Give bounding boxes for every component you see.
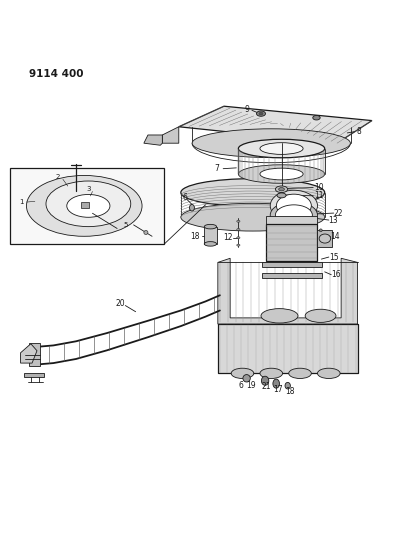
Text: 9114 400: 9114 400	[29, 69, 83, 79]
Ellipse shape	[260, 368, 283, 378]
Ellipse shape	[277, 193, 286, 198]
Text: 8: 8	[356, 127, 361, 136]
Ellipse shape	[275, 205, 312, 225]
Polygon shape	[179, 106, 372, 143]
Ellipse shape	[237, 229, 240, 231]
Ellipse shape	[181, 179, 325, 206]
Text: 4: 4	[95, 199, 99, 205]
Polygon shape	[144, 135, 162, 146]
Bar	[218, 324, 358, 373]
Ellipse shape	[26, 175, 142, 236]
Ellipse shape	[238, 165, 325, 183]
Ellipse shape	[319, 229, 322, 232]
Bar	[29, 343, 40, 366]
Text: 15: 15	[329, 253, 339, 262]
Ellipse shape	[67, 195, 110, 217]
Ellipse shape	[260, 143, 303, 155]
Text: 18: 18	[190, 232, 200, 241]
Ellipse shape	[305, 309, 336, 322]
Ellipse shape	[243, 375, 250, 382]
Ellipse shape	[261, 376, 269, 385]
Ellipse shape	[231, 368, 254, 378]
Ellipse shape	[270, 202, 317, 229]
Ellipse shape	[192, 129, 350, 158]
Text: 19: 19	[246, 381, 256, 390]
Text: 18: 18	[285, 387, 295, 396]
Text: 12: 12	[223, 233, 233, 242]
Bar	[24, 373, 44, 377]
Ellipse shape	[144, 230, 148, 235]
Ellipse shape	[204, 241, 217, 246]
Text: 14: 14	[330, 232, 340, 241]
Polygon shape	[162, 127, 179, 143]
Text: 11: 11	[314, 191, 323, 200]
Ellipse shape	[237, 244, 240, 246]
Text: 6: 6	[182, 193, 187, 202]
Text: 17: 17	[273, 385, 283, 394]
Ellipse shape	[46, 181, 131, 227]
Ellipse shape	[289, 368, 312, 378]
Text: 20: 20	[115, 299, 125, 308]
Ellipse shape	[273, 379, 279, 388]
Ellipse shape	[319, 234, 330, 243]
Ellipse shape	[238, 139, 325, 158]
Text: 6: 6	[239, 381, 244, 390]
Text: 22: 22	[333, 208, 343, 217]
Text: 5: 5	[123, 222, 127, 228]
Bar	[262, 262, 322, 267]
Bar	[317, 230, 332, 247]
Bar	[204, 227, 217, 244]
Ellipse shape	[181, 203, 325, 231]
Ellipse shape	[237, 237, 240, 239]
Polygon shape	[218, 259, 358, 324]
Text: 16: 16	[331, 270, 341, 279]
Text: 21: 21	[261, 382, 271, 391]
Text: 13: 13	[328, 215, 338, 224]
Ellipse shape	[189, 205, 194, 211]
Ellipse shape	[285, 382, 290, 389]
Polygon shape	[21, 344, 37, 363]
Ellipse shape	[256, 111, 266, 116]
Text: 3: 3	[86, 186, 90, 192]
Ellipse shape	[279, 188, 284, 191]
Ellipse shape	[204, 224, 217, 229]
Text: 1: 1	[20, 199, 24, 205]
Bar	[81, 202, 89, 208]
Ellipse shape	[318, 368, 340, 378]
Ellipse shape	[259, 112, 263, 115]
Ellipse shape	[275, 186, 288, 192]
Text: 2: 2	[55, 174, 60, 180]
Bar	[266, 216, 317, 224]
Text: 7: 7	[215, 164, 219, 173]
Text: 10: 10	[314, 183, 323, 192]
Ellipse shape	[313, 116, 320, 120]
Ellipse shape	[261, 309, 298, 323]
Bar	[10, 168, 164, 244]
Ellipse shape	[276, 194, 312, 217]
Bar	[262, 273, 322, 278]
Bar	[266, 224, 317, 261]
Text: 9: 9	[244, 105, 249, 114]
Ellipse shape	[237, 220, 240, 222]
Ellipse shape	[270, 190, 317, 221]
Ellipse shape	[260, 168, 303, 180]
